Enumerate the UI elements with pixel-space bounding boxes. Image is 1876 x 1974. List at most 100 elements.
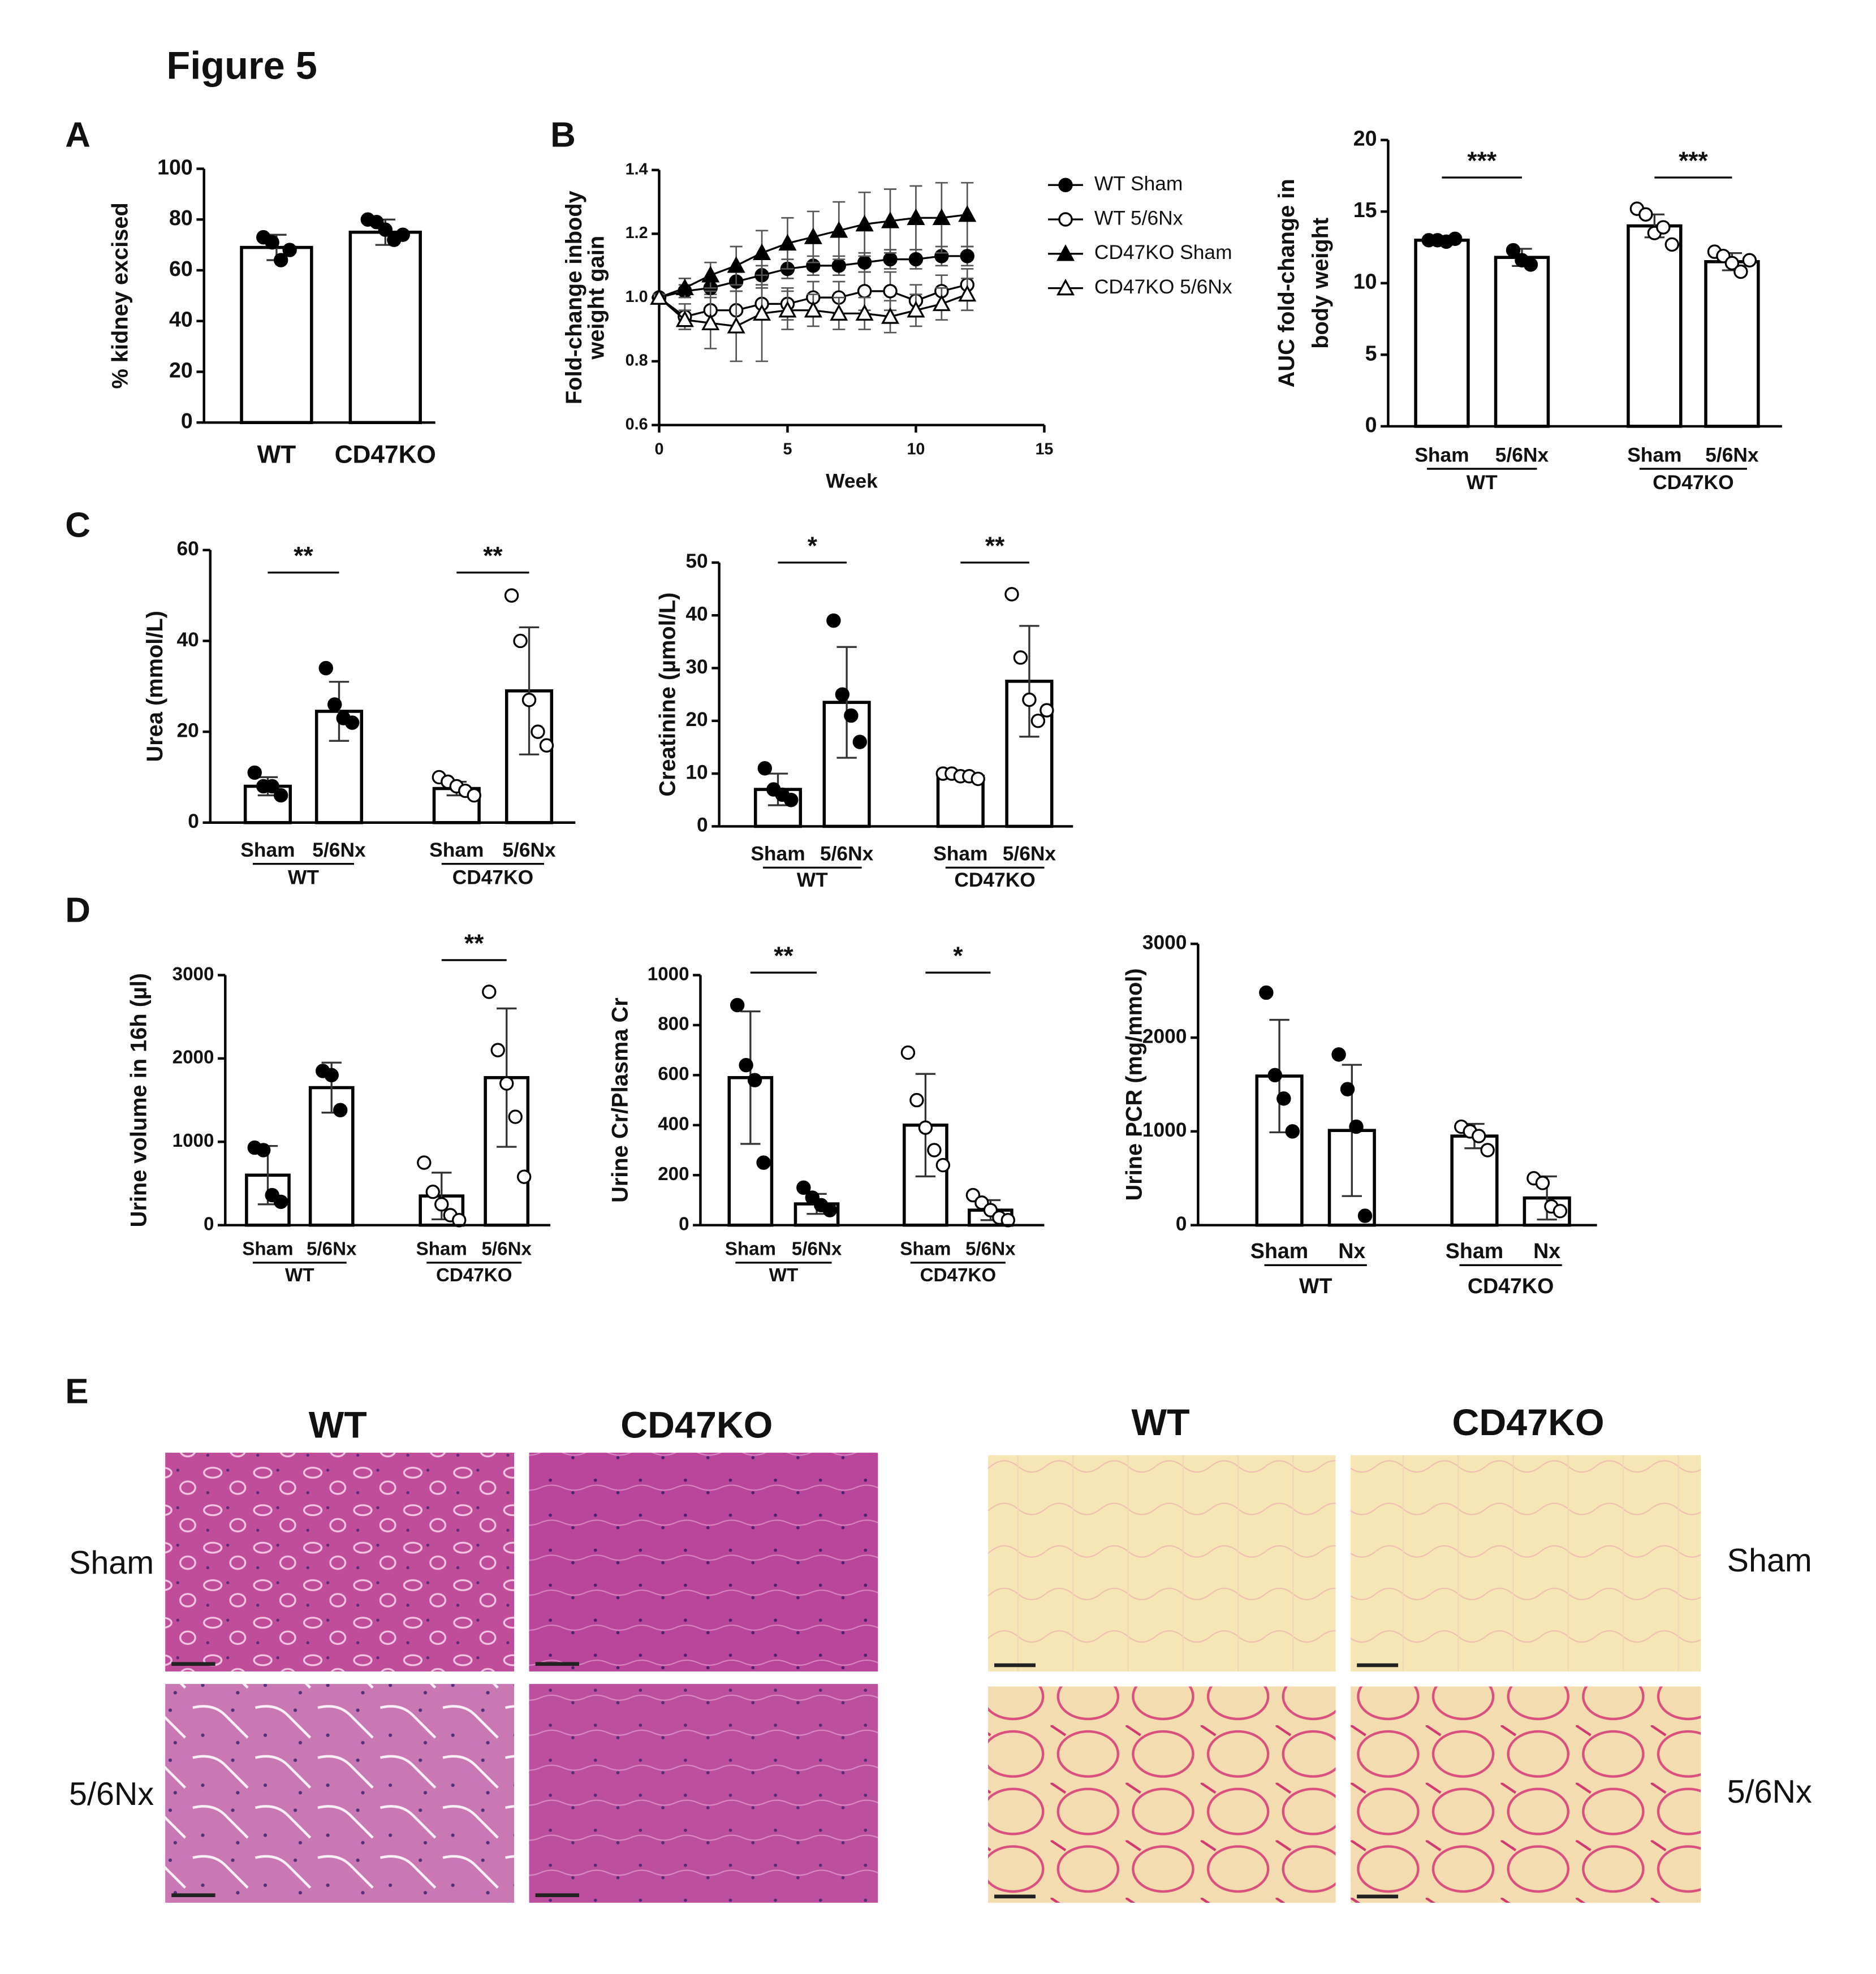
- y-tick-label: 20: [177, 719, 199, 741]
- y-tick-label: 800: [658, 1014, 689, 1035]
- histology-image: [987, 1686, 1336, 1903]
- bar: [1704, 260, 1760, 428]
- category-label: Sham: [725, 1239, 776, 1260]
- group-label: CD47KO: [1468, 1274, 1554, 1298]
- marker: [675, 278, 694, 295]
- data-point: [1742, 253, 1757, 267]
- marker: [855, 214, 874, 232]
- y-tick-label: 20: [685, 709, 708, 731]
- category-label: Sham: [933, 843, 987, 865]
- marker: [907, 301, 925, 318]
- category-label: 5/6Nx: [1003, 843, 1056, 865]
- marker: [831, 258, 846, 273]
- y-tick-label: 200: [658, 1164, 689, 1185]
- y-tick-label: 0.8: [626, 352, 648, 370]
- data-point: [927, 1143, 942, 1157]
- data-point: [1259, 985, 1274, 1000]
- category-label: Sham: [416, 1239, 467, 1260]
- marker: [958, 205, 977, 222]
- group-label: WT: [1299, 1274, 1332, 1298]
- y-tick-label: 3000: [172, 964, 214, 984]
- data-point: [247, 765, 262, 780]
- category-label: 5/6Nx: [965, 1239, 1016, 1260]
- y-tick-label: 0: [1176, 1213, 1187, 1235]
- significance-label: **: [985, 532, 1005, 560]
- data-point: [467, 788, 481, 803]
- x-axis-label: Week: [826, 470, 878, 493]
- x-tick-label: 15: [1035, 440, 1053, 459]
- y-tick-label: 40: [685, 603, 708, 625]
- significance-label: **: [774, 942, 793, 970]
- y-tick-label: 0: [679, 1213, 689, 1234]
- marker: [857, 284, 872, 299]
- marker: [650, 288, 669, 305]
- marker: [804, 301, 822, 318]
- group-label: CD47KO: [954, 869, 1035, 891]
- y-tick-label: 2000: [1142, 1025, 1187, 1047]
- data-point: [256, 1143, 271, 1157]
- error-bar: [329, 681, 350, 742]
- data-point: [1285, 1124, 1300, 1139]
- group-label: CD47KO: [452, 867, 533, 889]
- data-point: [900, 1045, 916, 1060]
- marker: [883, 252, 898, 267]
- data-point: [1480, 1143, 1495, 1157]
- row-label: Sham: [69, 1545, 154, 1581]
- data-point: [417, 1155, 432, 1170]
- group-label: WT: [769, 1265, 799, 1286]
- data-point: [482, 984, 497, 999]
- x-tick-label: 5: [783, 440, 792, 459]
- panel-letter: D: [65, 891, 90, 930]
- row-label: Sham: [1727, 1543, 1812, 1579]
- y-tick-label: 30: [685, 656, 708, 678]
- y-tick-label: 400: [658, 1114, 689, 1135]
- histology-image: [1351, 1455, 1701, 1671]
- y-tick-label: 100: [157, 155, 193, 179]
- column-label: CD47KO: [1452, 1402, 1605, 1444]
- data-point: [1638, 207, 1653, 222]
- group-label: CD47KO: [1653, 472, 1733, 494]
- category-label: 5/6Nx: [312, 839, 366, 861]
- category-label: 5/6Nx: [502, 839, 556, 861]
- marker: [778, 301, 797, 318]
- panel-letter: B: [550, 116, 576, 155]
- legend-label: WT Sham: [1094, 173, 1183, 195]
- significance-label: ***: [1679, 147, 1708, 175]
- data-point: [1022, 692, 1037, 707]
- marker: [855, 304, 874, 321]
- y-tick-label: 1000: [648, 964, 689, 984]
- histology-image: [1351, 1686, 1701, 1903]
- data-point: [1724, 256, 1740, 271]
- category-label: 5/6Nx: [481, 1239, 532, 1260]
- group-label: CD47KO: [436, 1265, 512, 1286]
- scale-bars: [171, 1662, 1399, 1899]
- marker: [675, 310, 694, 327]
- significance-label: *: [808, 532, 818, 560]
- marker: [960, 249, 974, 264]
- y-axis-label: Fold-change inbody: [562, 191, 586, 404]
- data-point: [265, 235, 279, 250]
- category-label: Sham: [900, 1239, 951, 1260]
- significance-label: **: [464, 930, 484, 957]
- data-point: [784, 793, 799, 807]
- marker: [727, 317, 745, 334]
- marker: [881, 211, 900, 228]
- data-point: [499, 1076, 514, 1091]
- y-axis-label: weight gain: [584, 236, 609, 360]
- group-label: CD47KO: [920, 1265, 997, 1286]
- y-tick-label: 1.0: [626, 288, 648, 306]
- data-point: [1276, 1091, 1291, 1106]
- category-label: 5/6Nx: [307, 1239, 357, 1260]
- y-axis-label: Urine volume in 16h (µl): [126, 973, 151, 1228]
- y-tick-label: 20: [169, 358, 193, 382]
- y-tick-label: 1.4: [626, 160, 648, 178]
- data-point: [796, 1180, 811, 1195]
- data-point: [521, 693, 537, 707]
- group-label: WT: [285, 1265, 314, 1286]
- data-point: [378, 222, 393, 237]
- data-point: [1349, 1119, 1364, 1134]
- marker: [753, 243, 771, 260]
- y-tick-label: 0: [181, 409, 193, 433]
- data-point: [273, 788, 288, 803]
